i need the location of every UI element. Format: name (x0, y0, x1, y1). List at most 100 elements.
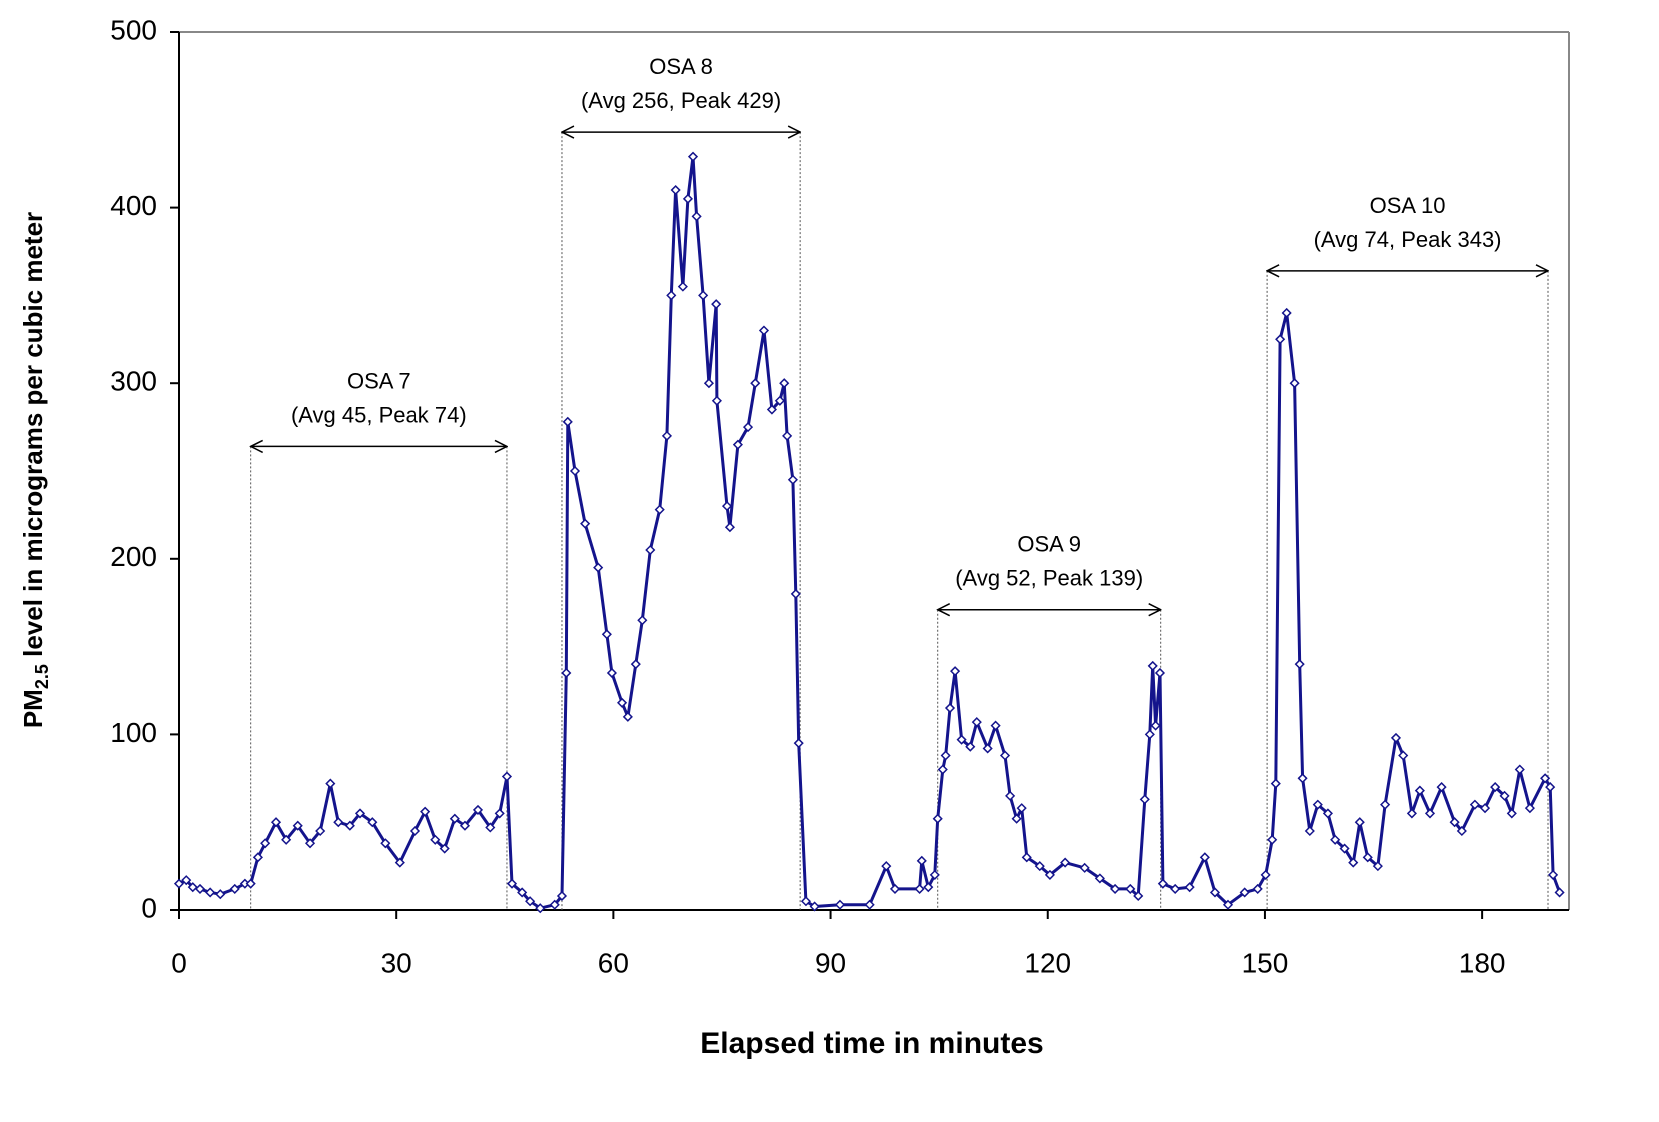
data-point (929, 869, 940, 880)
data-point (1133, 890, 1144, 902)
annotation-detail: (Avg 74, Peak 343) (1314, 227, 1502, 252)
data-point (645, 544, 656, 556)
data-point (834, 899, 846, 910)
data-point (459, 820, 471, 831)
data-point (1490, 782, 1501, 793)
data-point (787, 474, 798, 485)
data-point (501, 771, 513, 782)
data-point (670, 184, 681, 196)
data-point (439, 843, 450, 854)
data-point (965, 741, 976, 752)
data-point (1209, 887, 1221, 898)
data-point (472, 804, 484, 815)
data-point (556, 890, 568, 902)
data-point (1456, 825, 1467, 837)
y-tick-label: 200 (110, 541, 157, 572)
data-point (724, 522, 735, 533)
data-point (1339, 843, 1350, 854)
data-point (809, 901, 820, 912)
data-point (793, 738, 804, 749)
data-point (971, 717, 982, 728)
data-point (1304, 825, 1315, 837)
data-point (1354, 817, 1365, 828)
data-point (1239, 887, 1250, 898)
data-point (1414, 785, 1425, 796)
data-point (703, 378, 714, 389)
data-point (409, 825, 421, 837)
data-point (1034, 861, 1045, 872)
data-point (864, 899, 875, 910)
data-point (325, 778, 336, 789)
data-point (889, 883, 901, 894)
data-point (1297, 773, 1308, 784)
data-point (1554, 887, 1565, 898)
data-point (750, 378, 761, 389)
y-tick-label: 0 (141, 892, 157, 923)
data-point (1545, 782, 1556, 793)
data-point (1499, 790, 1510, 801)
data-point (1540, 773, 1551, 784)
annotation-title: OSA 9 (1017, 532, 1081, 557)
data-point (637, 615, 648, 626)
data-point (1270, 778, 1281, 789)
data-point (1184, 882, 1195, 893)
data-point (606, 667, 617, 679)
data-point (682, 193, 694, 204)
data-point (354, 808, 366, 819)
data-point (711, 395, 722, 406)
data-point (420, 806, 431, 817)
data-point (1060, 857, 1071, 868)
y-tick-label: 500 (110, 14, 157, 45)
annotation-detail: (Avg 45, Peak 74) (291, 402, 467, 427)
data-point (1170, 883, 1181, 894)
data-point (1424, 808, 1436, 819)
y-tick-label: 300 (110, 366, 157, 397)
data-point (173, 878, 185, 889)
data-point (732, 439, 743, 450)
data-point (721, 501, 733, 512)
data-point (1139, 794, 1150, 805)
data-point (956, 734, 967, 745)
data-point (1011, 813, 1022, 824)
data-point (593, 562, 604, 573)
data-point (549, 899, 560, 910)
data-point (1449, 817, 1460, 828)
data-point (630, 659, 641, 670)
data-point (937, 764, 948, 775)
data-point (654, 504, 665, 515)
data-point (1110, 883, 1121, 894)
data-point (1021, 852, 1032, 863)
data-point (914, 883, 925, 894)
data-point (561, 667, 572, 679)
data-point (1199, 852, 1210, 863)
data-point (666, 290, 677, 301)
x-tick-label: 60 (598, 947, 629, 978)
data-point (617, 697, 628, 708)
data-point (782, 430, 793, 441)
data-line (178, 155, 1562, 910)
data-point (661, 430, 673, 441)
data-point (535, 903, 546, 914)
data-point (1150, 720, 1161, 731)
data-point (1479, 803, 1491, 814)
data-point (687, 151, 699, 162)
data-point (205, 887, 216, 898)
data-point (1260, 869, 1271, 880)
data-point (923, 882, 934, 893)
data-point (344, 820, 355, 831)
data-point (790, 588, 801, 599)
data-point (580, 518, 591, 529)
data-point (711, 299, 722, 310)
data-point (569, 465, 581, 477)
data-point (779, 378, 790, 389)
data-point (281, 834, 292, 845)
data-point (260, 838, 271, 849)
data-point (677, 281, 688, 292)
data-point (1005, 790, 1016, 801)
data-point (1390, 732, 1402, 743)
data-point (800, 896, 812, 907)
data-point (916, 855, 927, 866)
data-point (1222, 899, 1234, 910)
data-point (1322, 808, 1333, 819)
